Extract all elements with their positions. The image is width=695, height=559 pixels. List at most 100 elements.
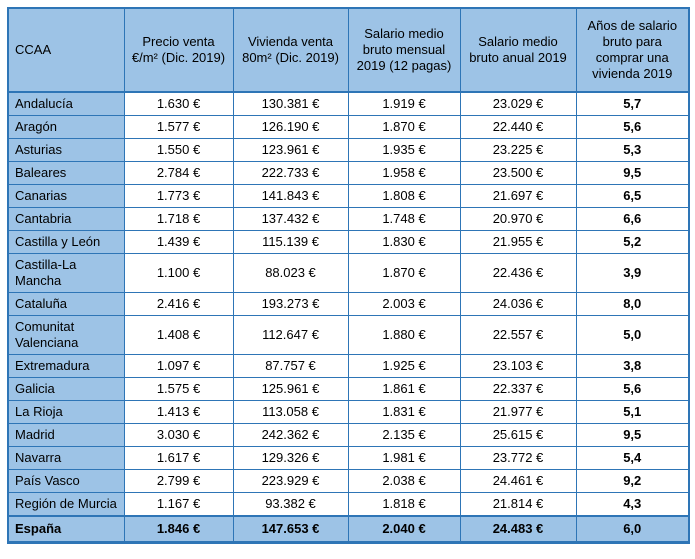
- years-ratio-cell: 8,0: [575, 292, 690, 316]
- table-header: CCAA Precio venta €/m² (Dic. 2019) Viviend…: [7, 7, 690, 93]
- value-cell: 1.773 €: [123, 184, 234, 208]
- value-cell: 1.808 €: [347, 184, 461, 208]
- table-row: Castilla y León 1.439 €115.139 €1.830 €21…: [7, 230, 690, 254]
- value-cell: 1.718 €: [123, 207, 234, 231]
- column-header-2: Vivienda venta 80m² (Dic. 2019): [232, 7, 349, 93]
- value-cell: 1.981 €: [347, 446, 461, 470]
- value-cell: 1.748 €: [347, 207, 461, 231]
- years-ratio-cell: 6,6: [575, 207, 690, 231]
- table-body: Andalucía 1.630 €130.381 €1.919 €23.029 €…: [7, 91, 690, 543]
- value-cell: 126.190 €: [232, 115, 349, 139]
- table-row: Comunitat Valenciana 1.408 €112.647 €1.88…: [7, 315, 690, 355]
- region-cell: Navarra: [7, 446, 125, 470]
- years-ratio-cell: 5,4: [575, 446, 690, 470]
- value-cell: 23.772 €: [459, 446, 577, 470]
- column-header-3: Salario medio bruto mensual 2019 (12 pag…: [347, 7, 461, 93]
- years-ratio-cell: 6,0: [575, 515, 690, 543]
- value-cell: 1.830 €: [347, 230, 461, 254]
- table-row: Cataluña 2.416 €193.273 €2.003 €24.036 €8…: [7, 292, 690, 316]
- table-row: Galicia 1.575 €125.961 €1.861 €22.337 €5,…: [7, 377, 690, 401]
- value-cell: 1.550 €: [123, 138, 234, 162]
- value-cell: 23.225 €: [459, 138, 577, 162]
- table-row: Aragón 1.577 €126.190 €1.870 €22.440 €5,6: [7, 115, 690, 139]
- value-cell: 1.958 €: [347, 161, 461, 185]
- value-cell: 1.408 €: [123, 315, 234, 355]
- table-row: Asturias 1.550 €123.961 €1.935 €23.225 €5…: [7, 138, 690, 162]
- value-cell: 1.925 €: [347, 354, 461, 378]
- years-ratio-cell: 5,3: [575, 138, 690, 162]
- value-cell: 23.029 €: [459, 91, 577, 116]
- value-cell: 1.097 €: [123, 354, 234, 378]
- value-cell: 1.100 €: [123, 253, 234, 293]
- value-cell: 147.653 €: [232, 515, 349, 543]
- value-cell: 21.977 €: [459, 400, 577, 424]
- value-cell: 1.870 €: [347, 253, 461, 293]
- region-cell: Andalucía: [7, 91, 125, 116]
- value-cell: 125.961 €: [232, 377, 349, 401]
- table-row: Navarra 1.617 €129.326 €1.981 €23.772 €5,…: [7, 446, 690, 470]
- value-cell: 87.757 €: [232, 354, 349, 378]
- region-cell: País Vasco: [7, 469, 125, 493]
- value-cell: 113.058 €: [232, 400, 349, 424]
- value-cell: 137.432 €: [232, 207, 349, 231]
- table-row: País Vasco 2.799 €223.929 €2.038 €24.461 …: [7, 469, 690, 493]
- years-ratio-cell: 9,5: [575, 161, 690, 185]
- column-header-1: Precio venta €/m² (Dic. 2019): [123, 7, 234, 93]
- years-ratio-cell: 5,6: [575, 115, 690, 139]
- value-cell: 1.575 €: [123, 377, 234, 401]
- table-row: La Rioja 1.413 €113.058 €1.831 €21.977 €5…: [7, 400, 690, 424]
- years-ratio-cell: 9,5: [575, 423, 690, 447]
- value-cell: 1.870 €: [347, 115, 461, 139]
- years-ratio-cell: 4,3: [575, 492, 690, 517]
- region-cell: Castilla y León: [7, 230, 125, 254]
- value-cell: 222.733 €: [232, 161, 349, 185]
- years-ratio-cell: 9,2: [575, 469, 690, 493]
- value-cell: 22.440 €: [459, 115, 577, 139]
- table-row: Canarias 1.773 €141.843 €1.808 €21.697 €6…: [7, 184, 690, 208]
- total-row: España 1.846 €147.653 €2.040 €24.483 €6,0: [7, 515, 690, 543]
- value-cell: 1.846 €: [123, 515, 234, 543]
- value-cell: 24.036 €: [459, 292, 577, 316]
- value-cell: 25.615 €: [459, 423, 577, 447]
- region-cell: Castilla-La Mancha: [7, 253, 125, 293]
- table-row: Cantabria 1.718 €137.432 €1.748 €20.970 €…: [7, 207, 690, 231]
- region-cell: Región de Murcia: [7, 492, 125, 517]
- value-cell: 21.955 €: [459, 230, 577, 254]
- value-cell: 1.167 €: [123, 492, 234, 517]
- value-cell: 88.023 €: [232, 253, 349, 293]
- region-cell: Asturias: [7, 138, 125, 162]
- value-cell: 1.630 €: [123, 91, 234, 116]
- value-cell: 2.135 €: [347, 423, 461, 447]
- value-cell: 130.381 €: [232, 91, 349, 116]
- table-row: Castilla-La Mancha 1.100 €88.023 €1.870 €…: [7, 253, 690, 293]
- region-cell: La Rioja: [7, 400, 125, 424]
- years-ratio-cell: 5,7: [575, 91, 690, 116]
- region-cell: Canarias: [7, 184, 125, 208]
- value-cell: 123.961 €: [232, 138, 349, 162]
- years-ratio-cell: 3,8: [575, 354, 690, 378]
- value-cell: 1.861 €: [347, 377, 461, 401]
- value-cell: 22.436 €: [459, 253, 577, 293]
- region-cell: Madrid: [7, 423, 125, 447]
- page: CCAA Precio venta €/m² (Dic. 2019) Viviend…: [7, 7, 690, 544]
- value-cell: 112.647 €: [232, 315, 349, 355]
- value-cell: 1.831 €: [347, 400, 461, 424]
- value-cell: 115.139 €: [232, 230, 349, 254]
- total-region-cell: España: [7, 515, 125, 543]
- value-cell: 1.439 €: [123, 230, 234, 254]
- value-cell: 21.814 €: [459, 492, 577, 517]
- region-cell: Galicia: [7, 377, 125, 401]
- value-cell: 21.697 €: [459, 184, 577, 208]
- value-cell: 193.273 €: [232, 292, 349, 316]
- value-cell: 2.784 €: [123, 161, 234, 185]
- years-ratio-cell: 5,6: [575, 377, 690, 401]
- years-ratio-cell: 3,9: [575, 253, 690, 293]
- value-cell: 2.003 €: [347, 292, 461, 316]
- value-cell: 2.040 €: [347, 515, 461, 543]
- table-row: Madrid 3.030 €242.362 €2.135 €25.615 €9,5: [7, 423, 690, 447]
- region-cell: Cantabria: [7, 207, 125, 231]
- value-cell: 1.818 €: [347, 492, 461, 517]
- column-header-5: Años de salario bruto para comprar una v…: [575, 7, 690, 93]
- region-cell: Comunitat Valenciana: [7, 315, 125, 355]
- region-cell: Extremadura: [7, 354, 125, 378]
